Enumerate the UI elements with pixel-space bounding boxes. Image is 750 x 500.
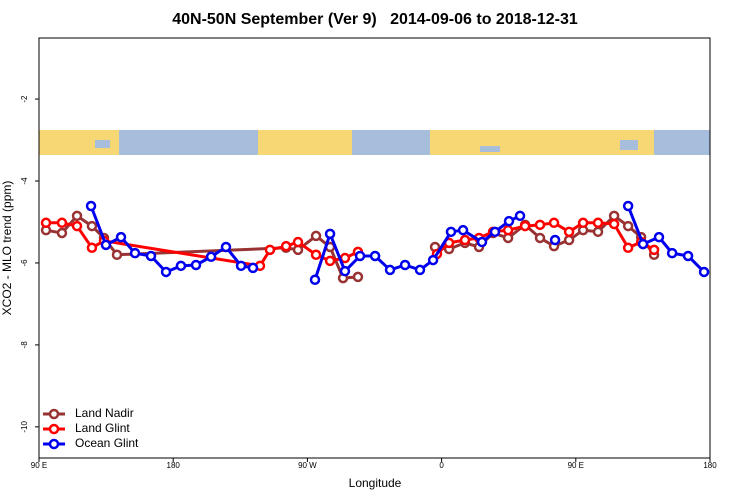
data-point <box>86 220 98 232</box>
data-point <box>682 250 694 262</box>
data-point <box>145 250 157 262</box>
y-tick-label: -8 <box>20 341 29 349</box>
data-point <box>85 200 97 212</box>
data-point <box>637 238 649 250</box>
data-point <box>56 217 68 229</box>
data-point <box>339 265 351 277</box>
legend-marker <box>48 438 60 450</box>
data-point <box>175 260 187 272</box>
data-point <box>280 240 292 252</box>
data-point <box>514 210 526 222</box>
data-point <box>71 220 83 232</box>
y-axis-label: XCO2 - MLO trend (ppm) <box>0 181 14 316</box>
data-point <box>247 262 259 274</box>
chart-title: 40N-50N September (Ver 9) 2014-09-06 to … <box>172 11 578 28</box>
data-point <box>111 249 123 261</box>
data-point <box>563 226 575 238</box>
data-point <box>129 247 141 259</box>
data-point <box>503 215 515 227</box>
data-point <box>71 210 83 222</box>
y-tick-label: -2 <box>20 95 29 103</box>
plot-frame <box>38 37 711 459</box>
legend-label: Land Nadir <box>75 406 134 420</box>
data-point <box>56 227 68 239</box>
data-point <box>653 231 665 243</box>
data-point <box>476 236 488 248</box>
x-tick-label: 90 W <box>298 461 317 470</box>
x-tick-label: 180 <box>703 461 717 470</box>
data-point <box>622 242 634 254</box>
y-tick-label: -10 <box>20 421 29 433</box>
data-point <box>220 241 232 253</box>
data-point <box>608 218 620 230</box>
data-point <box>160 266 172 278</box>
data-point <box>292 236 304 248</box>
data-point <box>549 234 561 246</box>
legend-label: Ocean Glint <box>75 436 139 450</box>
data-point <box>414 264 426 276</box>
x-axis-label: Longitude <box>349 476 402 490</box>
data-point <box>608 210 620 222</box>
data-point <box>577 217 589 229</box>
data-point <box>369 250 381 262</box>
data-point <box>86 242 98 254</box>
data-point <box>489 226 501 238</box>
map-band <box>39 130 710 155</box>
data-point <box>534 219 546 231</box>
data-point <box>698 266 710 278</box>
data-point <box>309 274 321 286</box>
data-point <box>622 200 634 212</box>
data-point <box>534 232 546 244</box>
y-tick-label: -4 <box>20 177 29 185</box>
data-point <box>519 220 531 232</box>
legend-marker <box>48 408 60 420</box>
data-point <box>592 217 604 229</box>
data-point <box>548 217 560 229</box>
data-point <box>100 239 112 251</box>
data-point <box>399 259 411 271</box>
data-point <box>115 231 127 243</box>
data-point <box>384 264 396 276</box>
data-point <box>310 230 322 242</box>
data-point <box>459 234 471 246</box>
data-point <box>190 259 202 271</box>
data-point <box>563 234 575 246</box>
data-point <box>324 255 336 267</box>
data-point <box>648 244 660 256</box>
data-point <box>310 249 322 261</box>
data-point <box>622 220 634 232</box>
data-point <box>352 271 364 283</box>
data-point <box>264 244 276 256</box>
data-point <box>666 247 678 259</box>
data-point <box>502 224 514 236</box>
data-point <box>324 228 336 240</box>
data-point <box>427 254 439 266</box>
data-point <box>205 251 217 263</box>
data-point <box>457 224 469 236</box>
legend-marker <box>48 423 60 435</box>
x-tick-label: 90 E <box>31 461 47 470</box>
data-point <box>592 226 604 238</box>
y-tick-label: -6 <box>20 259 29 267</box>
legend-label: Land Glint <box>75 421 130 435</box>
data-point <box>354 250 366 262</box>
data-point <box>235 260 247 272</box>
x-tick-label: 90 E <box>568 461 584 470</box>
x-tick-label: 180 <box>167 461 181 470</box>
x-tick-label: 0 <box>439 461 444 470</box>
data-point <box>40 217 52 229</box>
data-point <box>445 226 457 238</box>
